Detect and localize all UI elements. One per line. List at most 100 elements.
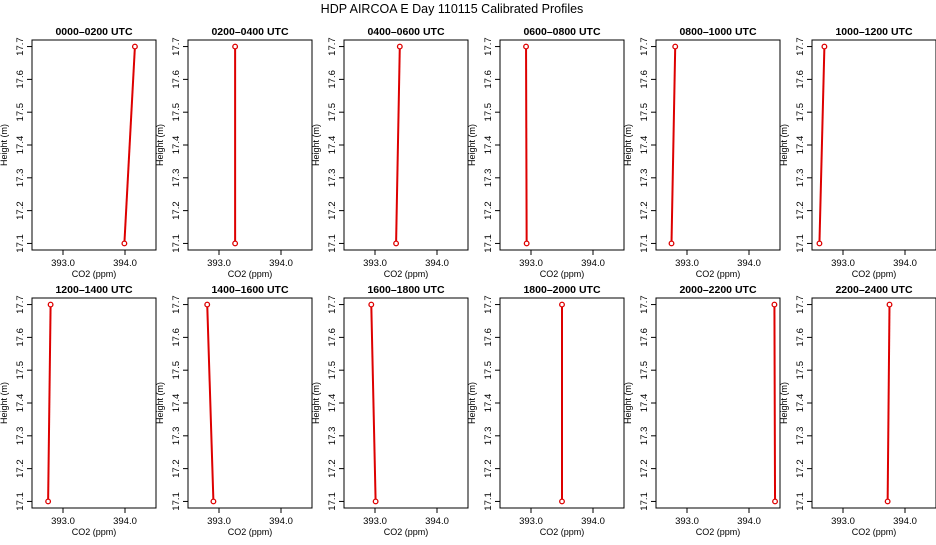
y-tick-label: 17.1 [795,492,806,511]
profile-line [370,304,377,502]
y-tick-label: 17.3 [327,169,338,188]
panel-4: 0600–0800 UTC 393.0 394.0 17.1 17.2 17.3 17.4 1… [467,26,625,279]
profile-line [670,46,677,244]
y-tick-label: 17.2 [15,201,26,220]
y-tick-label: 17.3 [327,427,338,446]
y-tick-label: 17.4 [639,394,650,413]
x-tick-label: 394.0 [737,516,761,527]
y-axis-label: Height (m) [311,382,321,424]
x-tick-label: 394.0 [737,258,761,269]
x-tick-label: 394.0 [581,258,605,269]
y-tick-label: 17.5 [15,361,26,380]
profile-point [396,43,403,50]
y-tick-label: 17.6 [327,328,338,347]
panel-2: 0200–0400 UTC 393.0 394.0 17.1 17.2 17.3 17.4 1… [155,26,313,279]
x-axis-label: CO2 (ppm) [540,527,585,537]
x-tick-label: 394.0 [893,258,917,269]
y-tick-label: 17.1 [171,492,182,511]
y-tick-label: 17.4 [483,136,494,155]
y-tick-label: 17.1 [639,234,650,253]
y-tick-label: 17.2 [171,201,182,220]
profile-line [773,304,777,502]
profile-point [121,240,128,247]
y-tick-label: 17.2 [795,459,806,478]
y-tick-label: 17.7 [483,37,494,56]
profile-point [771,301,778,308]
plot-frame [655,297,781,509]
y-axis-label: Height (m) [779,124,789,166]
x-tick-label: 394.0 [425,516,449,527]
x-tick-label: 393.0 [207,516,231,527]
y-axis-label: Height (m) [155,382,165,424]
y-axis-label: Height (m) [623,124,633,166]
panel-10: 1800–2000 UTC 393.0 394.0 17.1 17.2 17.3 17.4 1… [467,284,625,537]
x-axis-label: CO2 (ppm) [540,269,585,279]
y-tick-label: 17.5 [795,361,806,380]
profile-point [559,498,565,505]
x-axis-label: CO2 (ppm) [228,527,273,537]
panel-title: 2200–2400 UTC [835,284,912,296]
y-tick-label: 17.7 [639,37,650,56]
y-tick-label: 17.7 [483,295,494,314]
profile-point [523,240,530,247]
x-tick-label: 394.0 [893,516,917,527]
x-tick-label: 393.0 [675,516,699,527]
panel-title: 1200–1400 UTC [55,284,132,296]
panel-7: 1200–1400 UTC 393.0 394.0 17.1 17.2 17.3 17.4 1… [0,284,157,537]
y-tick-label: 17.5 [171,103,182,122]
x-axis-label: CO2 (ppm) [228,269,273,279]
y-tick-label: 17.6 [639,328,650,347]
y-tick-label: 17.7 [795,37,806,56]
y-tick-label: 17.3 [15,169,26,188]
y-tick-label: 17.2 [483,459,494,478]
panel-12: 2200–2400 UTC 393.0 394.0 17.1 17.2 17.3 17.4 1… [779,284,936,537]
x-tick-label: 394.0 [269,258,293,269]
panel-11: 2000–2200 UTC 393.0 394.0 17.1 17.2 17.3 17.4 1… [623,284,781,537]
figure-title: HDP AIRCOA E Day 110115 Calibrated Profi… [321,2,584,16]
profile-point [232,43,239,50]
x-tick-label: 393.0 [831,516,855,527]
y-tick-label: 17.3 [639,169,650,188]
x-axis-label: CO2 (ppm) [384,269,429,279]
y-axis-label: Height (m) [779,382,789,424]
profile-point [772,498,778,505]
y-tick-label: 17.5 [639,103,650,122]
profile-point [131,43,138,50]
x-axis-label: CO2 (ppm) [696,527,741,537]
y-tick-label: 17.1 [639,492,650,511]
y-tick-label: 17.2 [327,201,338,220]
y-tick-label: 17.7 [15,37,26,56]
profile-line [395,46,401,244]
y-tick-label: 17.6 [327,70,338,89]
y-tick-label: 17.6 [171,328,182,347]
panel-title: 0200–0400 UTC [211,26,288,38]
y-axis-label: Height (m) [467,124,477,166]
x-axis-label: CO2 (ppm) [72,527,117,537]
y-tick-label: 17.4 [15,136,26,155]
panel-1: 0000–0200 UTC 393.0 394.0 17.1 17.2 17.3 17.4 1… [0,26,157,279]
y-axis-label: Height (m) [155,124,165,166]
x-axis-label: CO2 (ppm) [72,269,117,279]
y-tick-label: 17.7 [171,37,182,56]
panel-title: 1800–2000 UTC [523,284,600,296]
y-tick-label: 17.7 [327,37,338,56]
y-tick-label: 17.3 [639,427,650,446]
x-tick-label: 394.0 [581,516,605,527]
y-tick-label: 17.6 [483,70,494,89]
y-tick-label: 17.1 [15,492,26,511]
profile-line [47,304,52,502]
x-axis-label: CO2 (ppm) [384,527,429,537]
x-tick-label: 393.0 [363,516,387,527]
y-tick-label: 17.1 [15,234,26,253]
y-axis-label: Height (m) [0,382,9,424]
y-tick-label: 17.2 [327,459,338,478]
y-tick-label: 17.7 [639,295,650,314]
y-tick-label: 17.7 [171,295,182,314]
y-tick-label: 17.4 [795,394,806,413]
plot-frame [187,297,313,509]
y-tick-label: 17.3 [483,169,494,188]
y-tick-label: 17.6 [795,328,806,347]
x-tick-label: 394.0 [113,516,137,527]
